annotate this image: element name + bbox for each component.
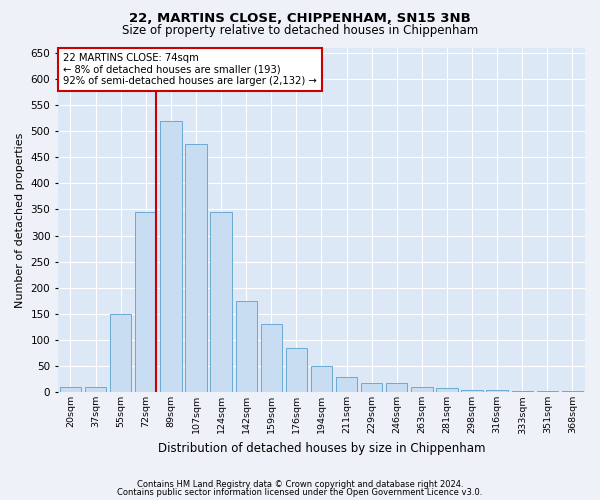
Bar	[286, 348, 307, 393]
Bar	[85, 387, 106, 392]
Bar	[135, 212, 157, 392]
Bar	[436, 388, 458, 392]
Bar	[60, 387, 81, 392]
Text: 22 MARTINS CLOSE: 74sqm
← 8% of detached houses are smaller (193)
92% of semi-de: 22 MARTINS CLOSE: 74sqm ← 8% of detached…	[63, 52, 317, 86]
Text: Contains HM Land Registry data © Crown copyright and database right 2024.: Contains HM Land Registry data © Crown c…	[137, 480, 463, 489]
Bar	[236, 301, 257, 392]
Bar	[260, 324, 282, 392]
Text: Contains public sector information licensed under the Open Government Licence v3: Contains public sector information licen…	[118, 488, 482, 497]
Bar	[211, 212, 232, 392]
Bar	[185, 144, 206, 392]
Bar	[110, 314, 131, 392]
Bar	[386, 383, 407, 392]
Y-axis label: Number of detached properties: Number of detached properties	[15, 132, 25, 308]
Bar	[311, 366, 332, 392]
Bar	[536, 390, 558, 392]
Bar	[461, 390, 483, 392]
Text: Size of property relative to detached houses in Chippenham: Size of property relative to detached ho…	[122, 24, 478, 37]
Text: 22, MARTINS CLOSE, CHIPPENHAM, SN15 3NB: 22, MARTINS CLOSE, CHIPPENHAM, SN15 3NB	[129, 12, 471, 26]
Bar	[562, 390, 583, 392]
Bar	[411, 387, 433, 392]
Bar	[361, 383, 382, 392]
Bar	[512, 390, 533, 392]
Bar	[160, 120, 182, 392]
Bar	[336, 376, 357, 392]
Bar	[487, 390, 508, 392]
X-axis label: Distribution of detached houses by size in Chippenham: Distribution of detached houses by size …	[158, 442, 485, 455]
